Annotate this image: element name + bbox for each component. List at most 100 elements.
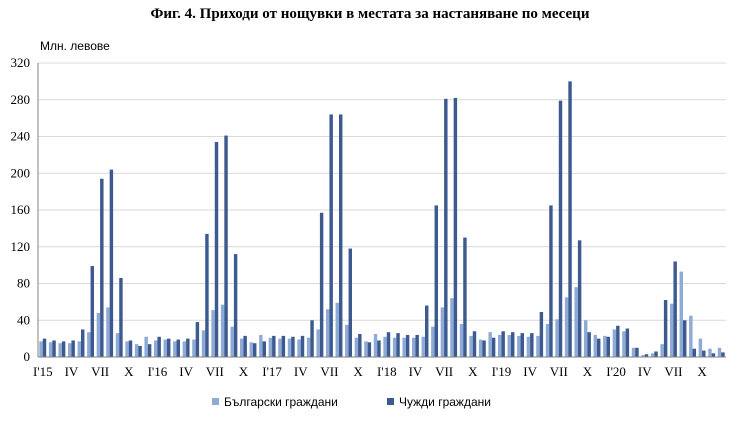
bar	[367, 342, 372, 357]
x-tick-label: X	[697, 364, 707, 379]
x-tick-label: IV	[294, 364, 308, 379]
bar	[348, 248, 352, 357]
y-tick-label: 160	[11, 202, 31, 217]
bar	[119, 277, 123, 357]
bar	[154, 340, 158, 357]
x-tick-label: X	[583, 364, 593, 379]
bar	[339, 114, 343, 357]
bar	[683, 320, 687, 357]
bar	[128, 340, 133, 357]
x-tick-label: VII	[664, 364, 682, 379]
bar	[201, 330, 206, 357]
bar	[501, 331, 505, 357]
bar	[214, 142, 219, 357]
bar	[345, 324, 349, 357]
x-tick-label: VII	[320, 364, 338, 379]
bar	[616, 325, 620, 357]
bar	[631, 347, 636, 357]
bar	[48, 342, 53, 357]
bar	[224, 135, 228, 357]
x-tick-label: X	[353, 364, 363, 379]
bar	[100, 178, 104, 357]
bar	[278, 338, 282, 358]
bar	[291, 336, 295, 357]
bar	[568, 81, 572, 358]
bar	[511, 332, 515, 357]
bar	[61, 341, 66, 357]
bars	[39, 81, 725, 358]
x-tick-label: IV	[523, 364, 537, 379]
bar	[306, 337, 311, 357]
bar	[469, 335, 473, 357]
x-tick-label: I'15	[33, 364, 53, 379]
bar	[539, 311, 544, 357]
legend-swatch	[387, 398, 394, 405]
x-tick-label: VII	[206, 364, 224, 379]
bar	[689, 315, 693, 357]
legend: Български граждани Чужди граждани	[212, 395, 491, 409]
x-tick-label: IV	[179, 364, 193, 379]
y-axis-unit-label: Млн. левове	[40, 39, 110, 53]
y-tick-label: 320	[11, 55, 31, 70]
bar	[545, 323, 550, 357]
y-tick-label: 240	[11, 129, 31, 144]
bar	[186, 338, 190, 358]
bar	[597, 338, 601, 358]
bar	[195, 322, 200, 357]
legend-label: Чужди граждани	[399, 395, 491, 409]
bar	[173, 341, 177, 357]
bar	[383, 336, 387, 357]
bar	[81, 329, 85, 357]
bar	[660, 344, 664, 357]
bar	[259, 334, 263, 357]
bar	[281, 335, 286, 357]
bar	[593, 334, 597, 357]
gridlines	[38, 62, 726, 321]
bar	[670, 303, 674, 357]
bar	[310, 320, 314, 357]
bar	[488, 332, 492, 357]
bar	[673, 261, 677, 357]
bar	[431, 326, 435, 357]
bar	[402, 337, 406, 357]
bar	[536, 335, 540, 357]
x-tick-labels: I'15 IV VII X I'16 IV VII X I'17 IV VII X I'18 IV VII X…	[33, 364, 707, 379]
bar	[584, 320, 588, 357]
bar	[147, 344, 152, 357]
y-tick-label: 80	[17, 276, 30, 291]
bar	[507, 334, 511, 357]
bar	[453, 97, 458, 357]
bar	[205, 233, 209, 357]
bar	[612, 329, 617, 357]
bar	[87, 332, 91, 357]
bar	[721, 352, 725, 357]
bar	[606, 336, 610, 357]
x-tick-label: IV	[65, 364, 79, 379]
bar	[415, 334, 419, 357]
x-tick-label: I'20	[606, 364, 626, 379]
bar	[106, 307, 110, 357]
bar	[176, 339, 180, 357]
bar	[644, 354, 649, 357]
bar	[472, 331, 477, 357]
bar	[679, 271, 683, 357]
bar	[354, 337, 359, 357]
x-tick-label: I'19	[492, 364, 512, 379]
legend-label: Български граждани	[224, 395, 338, 409]
bar	[386, 332, 391, 357]
bar	[335, 302, 339, 357]
bar	[268, 337, 273, 357]
bar	[478, 339, 483, 357]
bar	[287, 338, 292, 358]
bar	[498, 334, 502, 357]
y-tick-label: 280	[11, 92, 31, 107]
bar	[300, 335, 305, 357]
x-tick-label: I'17	[262, 364, 282, 379]
bar	[68, 343, 72, 357]
bar	[240, 338, 244, 358]
bar	[249, 342, 253, 357]
bar	[58, 343, 62, 357]
bar	[574, 287, 578, 357]
x-tick-label: IV	[409, 364, 423, 379]
bar	[564, 297, 569, 357]
